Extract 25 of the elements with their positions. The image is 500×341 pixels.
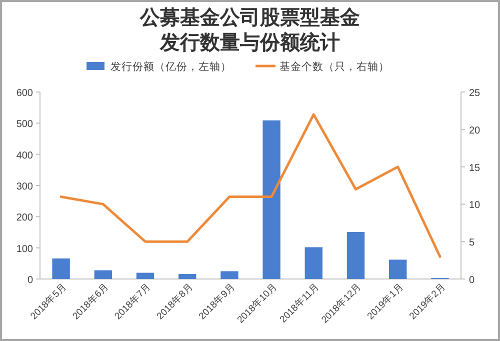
y-tick-label: 200 [16, 212, 34, 224]
y-tick-label: 100 [16, 244, 34, 255]
y-tick-label: 600 [16, 88, 34, 99]
chart-title: 公募基金公司股票型基金发行数量与份额统计 [138, 6, 361, 56]
y-tick-label: 0 [27, 275, 34, 286]
bar [136, 272, 154, 279]
bar [262, 120, 280, 279]
bar [94, 270, 112, 279]
bar [178, 274, 196, 279]
y-tick-label: 300 [16, 182, 34, 192]
bar [304, 247, 322, 279]
legend-label: 基金个数（只，右轴） [280, 60, 390, 73]
bar [52, 258, 70, 279]
y2-tick-label: 15 [469, 162, 481, 174]
bar [346, 232, 365, 279]
y-tick-label: 400 [16, 150, 34, 162]
y-tick-label: 500 [16, 119, 34, 130]
bar [389, 260, 407, 279]
legend-label: 发行份额（亿份，左轴） [110, 60, 232, 73]
y2-tick-label: 0 [469, 275, 475, 286]
y2-tick-label: 10 [469, 200, 481, 212]
bar [220, 271, 238, 279]
y2-tick-label: 25 [469, 88, 481, 99]
y2-tick-label: 20 [469, 125, 481, 136]
y2-tick-label: 5 [469, 238, 475, 249]
